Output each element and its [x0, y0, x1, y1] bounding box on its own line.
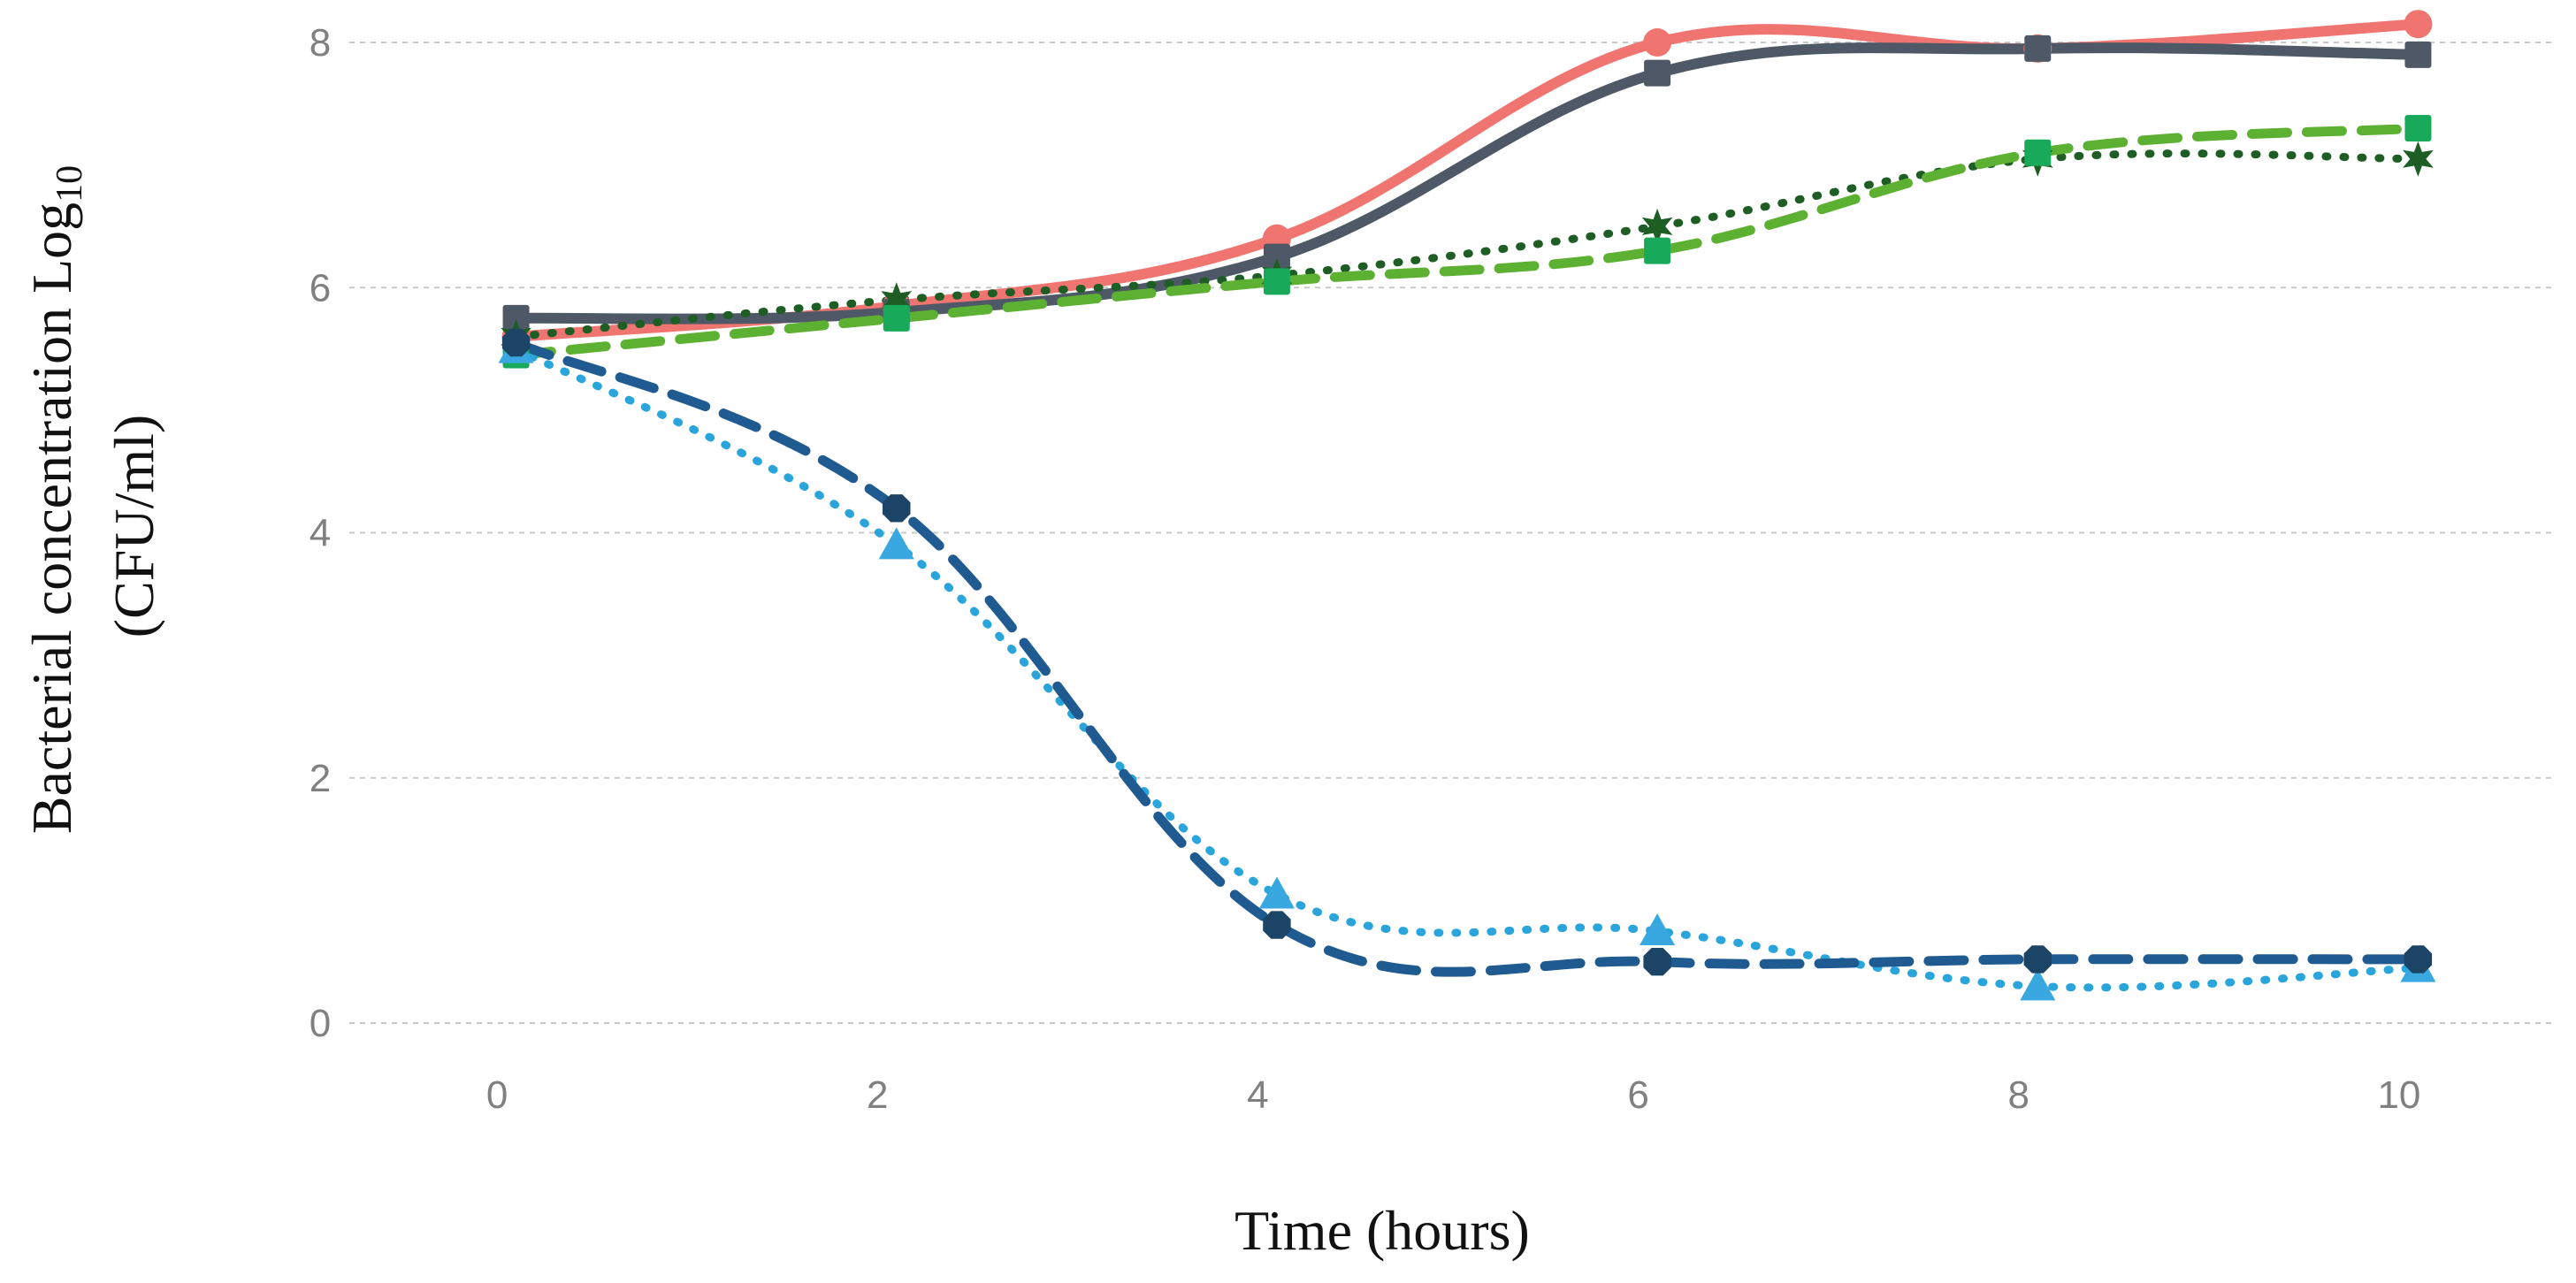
y-tick-label: 4 [310, 512, 331, 555]
y-tick-label: 8 [310, 21, 331, 65]
y-axis-title: Bacterial concentration Log10 (CFU/ml) [20, 165, 165, 834]
y-tick-label: 6 [310, 266, 331, 309]
svg-text:Bacterial concentration Log10: Bacterial concentration Log10 [20, 165, 90, 834]
x-tick-label: 2 [867, 1073, 888, 1117]
series-marker [1641, 208, 1673, 244]
series-marker [502, 304, 530, 332]
series-marker [1263, 268, 1290, 295]
series-marker [1643, 948, 1671, 976]
x-axis-title: Time (hours) [1234, 1199, 1530, 1262]
x-tick-label: 0 [486, 1073, 508, 1117]
series-marker [1263, 911, 1291, 939]
y-axis-title-unit: (CFU/ml) [103, 415, 165, 638]
series-marker [883, 304, 910, 332]
series-marker [2024, 139, 2052, 166]
series-line-3 [512, 149, 2422, 341]
y-tick-label: 2 [310, 757, 331, 800]
y-axis-title-main: Bacterial concentration Log [20, 202, 83, 834]
series-marker [2024, 34, 2052, 62]
series-marker [501, 328, 531, 357]
series-marker [1640, 913, 1676, 946]
series-marker [2023, 945, 2052, 974]
series-markers [498, 10, 2436, 1001]
series-line-1 [510, 19, 2424, 342]
series-marker [2404, 945, 2433, 974]
gridlines [349, 42, 2551, 1024]
series-marker [1258, 876, 1295, 909]
series-line-6 [511, 338, 2423, 977]
series-marker [1644, 237, 1671, 264]
series-marker [1263, 243, 1290, 271]
y-axis-title-subscript: 10 [50, 165, 90, 202]
y-tick-labels: 0 2 4 6 8 [310, 21, 331, 1045]
x-tick-labels: 0 2 4 6 8 10 [486, 1073, 2421, 1117]
series-marker [2404, 41, 2432, 68]
series-marker [1643, 28, 1672, 57]
series-line-4 [511, 123, 2423, 360]
series-marker [2404, 10, 2433, 39]
x-tick-label: 4 [1247, 1073, 1268, 1117]
series-line-2 [510, 42, 2424, 325]
series-lines [510, 19, 2424, 992]
x-tick-label: 6 [1627, 1073, 1648, 1117]
series-marker [1644, 59, 1671, 87]
series-marker [2020, 968, 2056, 1001]
x-tick-label: 8 [2008, 1073, 2029, 1117]
series-marker [881, 282, 913, 318]
series-marker [2403, 141, 2434, 177]
x-tick-label: 10 [2377, 1073, 2420, 1117]
series-marker [2404, 115, 2432, 142]
series-line-5 [512, 345, 2422, 992]
series-marker [878, 527, 914, 560]
y-tick-label: 0 [310, 1002, 331, 1045]
series-marker [883, 494, 911, 523]
